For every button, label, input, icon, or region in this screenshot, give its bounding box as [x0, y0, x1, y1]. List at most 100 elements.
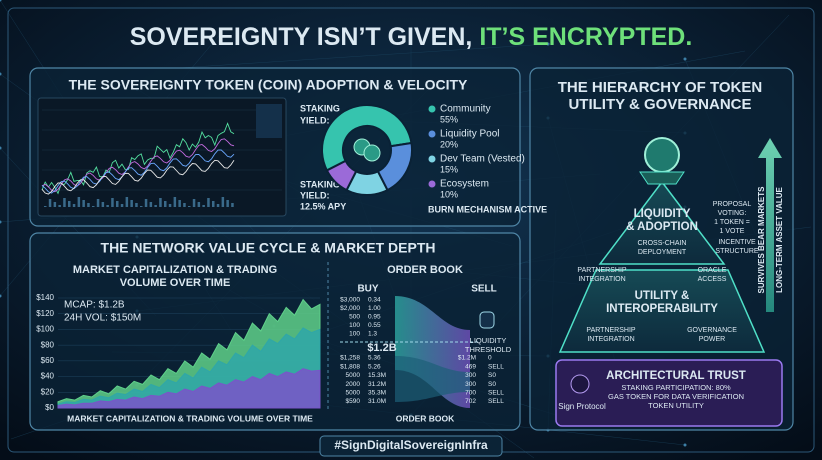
order-cell: $2,000 [340, 305, 360, 312]
side-note: PARTNERSHIP [577, 267, 626, 274]
mini-volume [202, 205, 205, 207]
mini-volume [149, 202, 153, 207]
threshold-label: THRESHOLD [465, 345, 512, 354]
order-cell: SELL [488, 398, 504, 405]
mini-volume [130, 200, 133, 207]
network-node [0, 146, 2, 150]
mini-volume [226, 200, 229, 207]
threshold-label: LIQUIDITY [470, 336, 507, 345]
order-cell: $1,808 [340, 363, 360, 370]
brand-icon [570, 374, 590, 394]
mini-volume [173, 197, 177, 207]
order-cell: 5000 [346, 372, 361, 379]
legend-value: 15% [440, 164, 458, 174]
coin [363, 144, 381, 162]
order-cell: $3,000 [340, 297, 360, 304]
mini-volume [116, 201, 119, 207]
legend-label: Community [440, 104, 491, 115]
tier-note: DEPLOYMENT [638, 249, 687, 256]
order-cell: 100 [349, 331, 360, 338]
order-cell: 300 [465, 372, 476, 379]
mini-volume [48, 199, 52, 207]
y-tick-label: $20 [41, 387, 55, 396]
mcap-label: MCAP: $1.2B [64, 300, 125, 311]
order-cell: $1,258 [340, 355, 360, 362]
order-cell: 31.2M [368, 381, 386, 388]
mini-line [41, 138, 235, 193]
mini-volume [183, 203, 186, 207]
tier-note: INTEGRATION [587, 336, 634, 343]
side-note: 1 TOKEN = [714, 219, 750, 226]
legend-label: Ecosystem [440, 179, 489, 190]
mini-volume [96, 199, 100, 207]
panel-title: THE SOVEREIGNTY TOKEN (COIN) ADOPTION & … [69, 77, 468, 93]
tier-note: GAS TOKEN FOR DATA VERIFICATION [608, 392, 744, 401]
order-cell: 702 [465, 398, 476, 405]
brand-label: Sign Protocol [558, 402, 606, 411]
mini-volume [221, 197, 225, 207]
mini-volume [44, 206, 47, 207]
tier-title: ARCHITECTURAL TRUST [606, 370, 746, 382]
order-cell: 0 [488, 355, 492, 362]
tier-title: LIQUIDITY [634, 208, 691, 220]
pyramid-top [598, 180, 726, 265]
order-cell: 35.3M [368, 390, 386, 397]
mini-volume [140, 206, 143, 207]
order-cell: S0 [488, 372, 496, 379]
mini-volume [164, 201, 167, 207]
buy-label: BUY [357, 284, 378, 295]
side-note: ORACLE [698, 267, 727, 274]
order-cell: 15.3M [368, 372, 386, 379]
order-cell: 100 [349, 322, 360, 329]
y-tick-label: $100 [36, 325, 54, 334]
orderbook-caption: ORDER BOOK [396, 413, 455, 423]
network-node [409, 27, 413, 31]
legend-value: 10% [440, 189, 458, 199]
staking-label: STAKING [300, 179, 340, 189]
order-cell: SELL [488, 390, 504, 397]
order-cell: 0.95 [368, 314, 381, 321]
order-cell: 469 [465, 363, 476, 370]
y-tick-label: $120 [36, 309, 54, 318]
y-tick-label: $80 [41, 340, 55, 349]
panel-title: THE HIERARCHY OF TOKEN [558, 79, 762, 96]
volume-label: 24H VOL: $150M [64, 313, 141, 324]
tier-note: POWER [699, 336, 725, 343]
mini-volume [58, 205, 61, 207]
order-cell: 31.0M [368, 398, 386, 405]
mini-volume [212, 201, 215, 207]
mini-volume [68, 201, 71, 207]
mini-chart [41, 104, 282, 207]
mini-volume [63, 198, 66, 207]
network-node [0, 72, 2, 76]
chart-title: VOLUME OVER TIME [120, 277, 231, 289]
network-link [177, 43, 549, 69]
burn-label: BURN MECHANISM ACTIVE [428, 204, 547, 214]
mini-volume [111, 198, 114, 207]
mini-volume [197, 202, 201, 207]
staking-label: YIELD: [300, 190, 330, 200]
y-tick-label: $0 [45, 403, 54, 412]
mini-volume [72, 204, 76, 207]
order-cell: $1.2M [458, 355, 476, 362]
network-node [0, 220, 2, 224]
title-part: SOVEREIGNTY ISN’T GIVEN, [130, 23, 473, 51]
arrow-label: LONG-TERM ASSET VALUE [775, 186, 784, 292]
side-note: INCENTIVE [718, 239, 756, 246]
legend-swatch [428, 130, 436, 138]
legend-swatch [428, 155, 436, 163]
network-node [683, 57, 687, 61]
orderbook-title: ORDER BOOK [387, 264, 463, 276]
network-node [0, 0, 2, 2]
footer-box [319, 435, 503, 457]
shield-icon [479, 311, 495, 329]
tier-note: CROSS-CHAIN [637, 240, 686, 247]
mini-volume [144, 199, 148, 207]
side-note: VOTING: [718, 210, 747, 217]
order-cell: 1.00 [368, 305, 381, 312]
order-cell: 5000 [346, 390, 361, 397]
side-note: PROPOSAL [713, 201, 752, 208]
mini-volume [159, 198, 162, 207]
staking-label: YIELD: [300, 115, 330, 125]
